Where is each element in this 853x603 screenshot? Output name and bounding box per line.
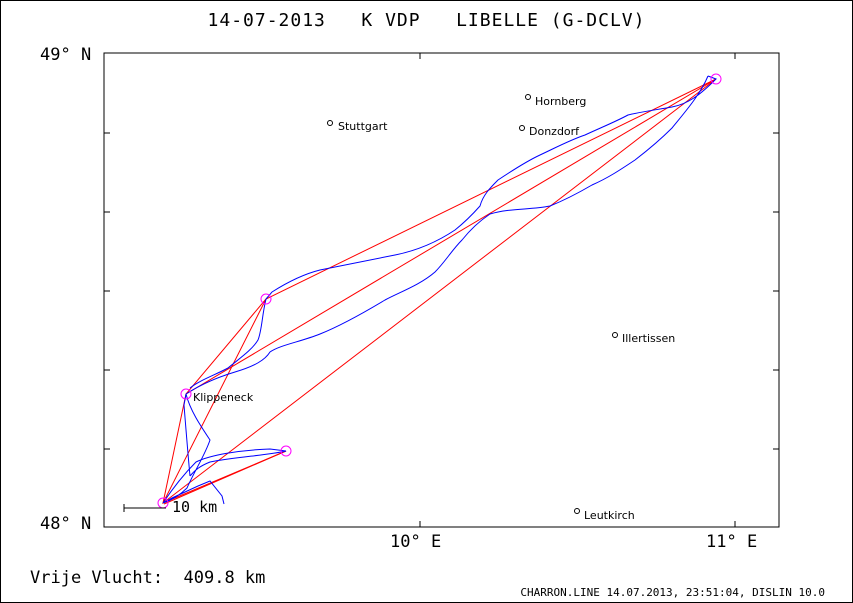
- marker-donzdorf: [519, 125, 525, 131]
- marker-hornberg: [525, 94, 531, 100]
- flight-track: [162, 75, 717, 505]
- turnpoint-2: [260, 293, 272, 305]
- place-illertissen: Illertissen: [622, 332, 676, 345]
- marker-illertissen: [612, 332, 618, 338]
- bottom-ticks: [419, 521, 736, 527]
- turnpoint-3: [710, 73, 722, 85]
- plot-border: [103, 52, 780, 528]
- lon-11-label: 11° E: [706, 532, 758, 552]
- scale-label: 10 km: [172, 498, 218, 516]
- place-leutkirch: Leutkirch: [584, 509, 635, 522]
- task-lines: [161, 78, 717, 505]
- marker-leutkirch: [574, 508, 580, 514]
- flight-title: 14-07-2013 K VDP LIBELLE (G-DCLV): [207, 10, 646, 31]
- right-ticks: [773, 132, 779, 450]
- turnpoint-klippeneck: [180, 388, 192, 400]
- lon-10-label: 10° E: [390, 532, 442, 552]
- place-klippeneck: Klippeneck: [193, 391, 254, 404]
- place-donzdorf: Donzdorf: [529, 125, 580, 138]
- turnpoints: [157, 73, 722, 509]
- scale-bar: [123, 504, 166, 512]
- place-stuttgart: Stuttgart: [338, 120, 388, 133]
- lat-bottom-label: 48° N: [40, 514, 92, 534]
- marker-stuttgart: [327, 120, 333, 126]
- footer-info: CHARRON.LINE 14.07.2013, 23:51:04, DISLI…: [520, 586, 825, 599]
- place-hornberg: Hornberg: [535, 95, 587, 108]
- lat-top-label: 49° N: [40, 45, 92, 65]
- distance-label: Vrije Vlucht: 409.8 km: [30, 568, 266, 588]
- turnpoint-4: [280, 445, 292, 457]
- top-ticks: [419, 53, 736, 59]
- place-markers: [327, 94, 618, 514]
- left-ticks: [104, 132, 110, 450]
